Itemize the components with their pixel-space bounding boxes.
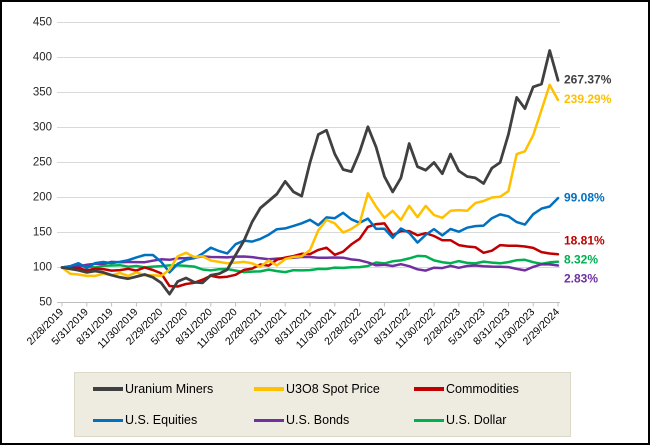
legend-item-commodities: Commodities: [396, 381, 570, 396]
end-label-u-s-equities: 99.08%: [564, 190, 605, 204]
end-label-uranium-miners: 267.37%: [564, 73, 612, 87]
legend-label: Commodities: [446, 381, 519, 396]
legend-label: Uranium Miners: [125, 381, 214, 396]
end-value-labels: 267.37% 239.29% 99.08% 18.81% 8.32% 2.83%: [564, 73, 612, 286]
end-label-u3o8-spot-price: 239.29%: [564, 92, 612, 106]
legend-swatch-uranium-miners: [93, 387, 123, 391]
y-axis-labels: 50 100 150 200 250 300 350 400 450: [33, 17, 52, 309]
legend-item-u-s-bonds: U.S. Bonds: [236, 414, 396, 427]
x-axis-labels: 2/28/20195/31/20198/31/201911/30/20192/2…: [25, 302, 562, 351]
legend-item-uranium-miners: Uranium Miners: [75, 381, 236, 396]
legend-label: U3O8 Spot Price: [286, 381, 380, 396]
series-line-u-s-bonds: [60, 255, 560, 272]
legend-swatch-u-s-bonds: [254, 418, 284, 422]
y-tick-label: 350: [33, 87, 52, 99]
legend-swatch-u-s-dollar: [414, 418, 444, 422]
series-line-u3o8-spot-price: [60, 83, 560, 278]
y-tick-label: 100: [33, 262, 52, 274]
legend-swatch-u-s-equities: [93, 418, 123, 422]
end-label-u-s-bonds: 2.83%: [564, 272, 598, 286]
y-tick-label: 150: [33, 227, 52, 239]
legend-label: U.S. Equities: [125, 413, 198, 427]
chart-legend: Uranium Miners U3O8 Spot Price Commodities…: [74, 372, 571, 437]
y-tick-label: 250: [33, 157, 52, 169]
legend-swatch-commodities: [414, 387, 444, 391]
y-tick-label: 300: [33, 122, 52, 134]
y-tick-label: 450: [33, 17, 52, 29]
legend-label: U.S. Bonds: [286, 413, 350, 427]
legend-label: U.S. Dollar: [446, 413, 507, 427]
y-tick-label: 400: [33, 52, 52, 64]
end-label-u-s-dollar: 8.32%: [564, 253, 598, 267]
y-tick-label: 50: [39, 297, 52, 309]
series-line-commodities: [60, 222, 560, 288]
legend-item-u-s-equities: U.S. Equities: [75, 414, 236, 427]
end-label-commodities: 18.81%: [564, 234, 605, 248]
y-tick-label: 200: [33, 192, 52, 204]
series-line-uranium-miners: [60, 49, 560, 296]
legend-item-u-s-dollar: U.S. Dollar: [396, 414, 570, 427]
series-lines: [60, 49, 560, 296]
series-line-u-s-equities: [60, 196, 560, 274]
legend-swatch-u3o8-spot-price: [254, 387, 284, 391]
legend-item-u3o8-spot-price: U3O8 Spot Price: [236, 381, 396, 396]
